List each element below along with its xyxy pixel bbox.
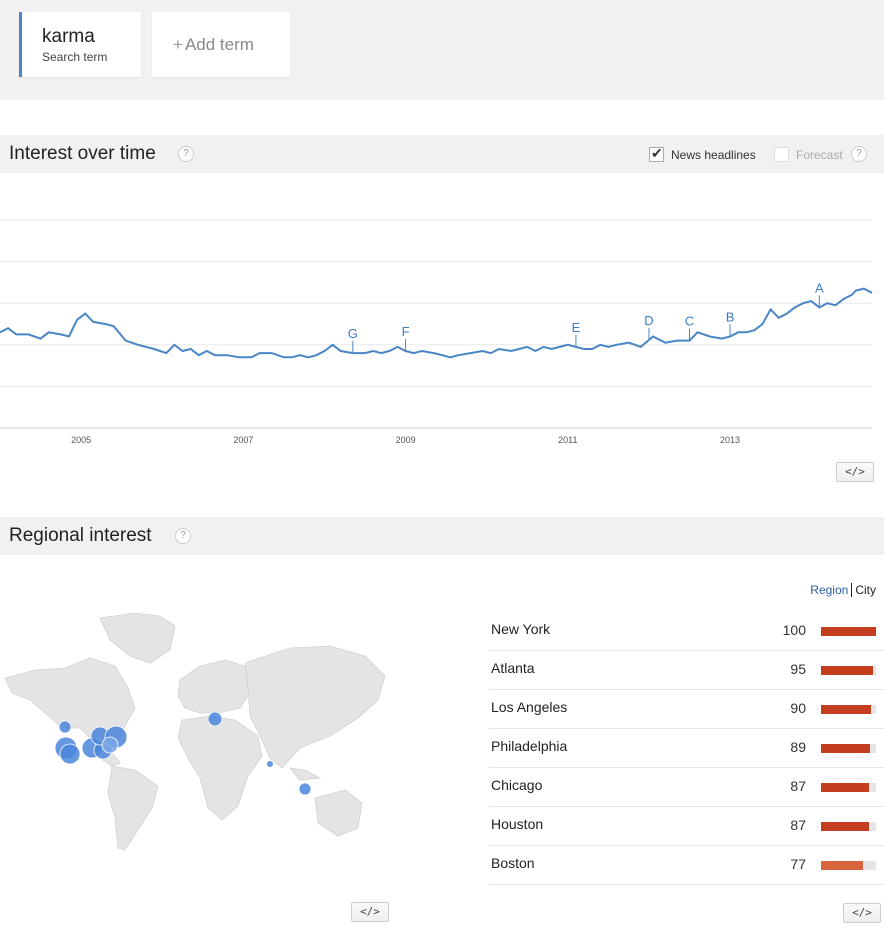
add-term-text: Add term (184, 35, 254, 54)
region-row[interactable]: Chicago 87 (489, 768, 884, 807)
city-bubbles (54, 711, 312, 796)
news-headlines-checkbox[interactable] (649, 145, 664, 162)
region-row-value: 87 (790, 817, 806, 833)
annotation-marker[interactable]: A (815, 280, 824, 295)
forecast-checkbox[interactable] (774, 147, 789, 162)
chart-grid (0, 219, 872, 429)
annotation-marker[interactable]: E (572, 320, 581, 335)
regional-list: New York 100 Atlanta 95 Los Angeles 90 Philade… (489, 612, 884, 885)
annotation-marker[interactable]: G (348, 326, 358, 341)
interest-over-time-chart: 2005 2007 2009 2011 2013 G F E D C B A (0, 219, 873, 445)
regional-interest-title: Regional interest (9, 525, 152, 546)
annotation-marker[interactable]: D (644, 313, 653, 328)
australia-shape (314, 789, 363, 837)
africa-shape (177, 715, 263, 821)
city-bubble[interactable] (101, 736, 119, 754)
region-row-bar-fill (821, 705, 871, 714)
region-row-bar (821, 861, 876, 870)
city-bubble[interactable] (267, 761, 273, 767)
region-row-name: Philadelphia (491, 738, 568, 754)
plus-icon: + (173, 35, 183, 54)
news-annotations: G F E D C B A (348, 280, 824, 354)
region-city-toggle: Region City (810, 583, 876, 597)
map-land (4, 612, 386, 851)
search-term-card[interactable]: karma Search term (19, 12, 141, 77)
x-tick-label: 2009 (396, 435, 416, 445)
region-row[interactable]: Los Angeles 90 (489, 690, 884, 729)
chart-x-axis: 2005 2007 2009 2011 2013 (71, 435, 740, 445)
interest-over-time-header: Interest over time ? News headlines Fore… (0, 135, 884, 173)
asia-shape (244, 645, 386, 769)
regional-interest-header: Regional interest ? (0, 517, 884, 555)
region-row-value: 95 (790, 661, 806, 677)
region-row-bar (821, 744, 876, 753)
world-map (4, 612, 386, 851)
region-row-name: Houston (491, 816, 544, 832)
city-bubble[interactable] (59, 743, 81, 765)
interest-line (0, 287, 873, 359)
region-row-name: Los Angeles (491, 699, 568, 715)
region-row[interactable]: Boston 77 (489, 846, 884, 885)
region-row-bar (821, 666, 876, 675)
region-row-bar (821, 783, 876, 792)
indonesia-shape (289, 767, 322, 781)
region-row-bar-fill (821, 783, 869, 792)
x-tick-label: 2013 (720, 435, 740, 445)
city-bubble[interactable] (207, 711, 223, 727)
region-row[interactable]: Atlanta 95 (489, 651, 884, 690)
greenland-shape (99, 612, 176, 664)
region-row-bar-fill (821, 744, 870, 753)
region-row-name: Boston (491, 855, 535, 871)
term-bar: karma Search term + Add term (0, 0, 884, 100)
toggle-separator (851, 583, 853, 597)
search-term-name: karma (42, 26, 95, 47)
x-tick-label: 2011 (558, 435, 577, 445)
add-term-label: + Add term (173, 35, 254, 55)
region-row-bar (821, 627, 876, 636)
interest-over-time-title: Interest over time (9, 143, 156, 164)
forecast-help-icon[interactable]: ? (851, 146, 867, 162)
region-row-name: Chicago (491, 777, 543, 793)
region-row-bar (821, 822, 876, 831)
search-term-subtitle: Search term (42, 50, 108, 64)
add-term-button[interactable]: + Add term (152, 12, 290, 77)
region-row-bar (821, 705, 876, 714)
region-row-bar-fill (821, 861, 864, 870)
south-america-shape (107, 765, 159, 851)
x-tick-label: 2007 (233, 435, 253, 445)
city-bubble[interactable] (58, 720, 72, 734)
x-tick-label: 2005 (71, 435, 91, 445)
region-row-name: New York (491, 621, 551, 637)
city-toggle[interactable]: City (855, 583, 876, 597)
region-row-value: 87 (790, 778, 806, 794)
region-row-value: 77 (790, 856, 806, 872)
news-headlines-label: News headlines (671, 148, 756, 162)
region-toggle[interactable]: Region (810, 583, 849, 597)
europe-shape (177, 659, 259, 714)
annotation-marker[interactable]: B (726, 309, 735, 324)
embed-map-button[interactable]: </> (351, 902, 389, 922)
region-row-value: 89 (790, 739, 806, 755)
region-row-value: 100 (782, 622, 806, 638)
region-row-bar-fill (821, 666, 874, 675)
annotation-marker[interactable]: C (685, 314, 694, 329)
forecast-label: Forecast (796, 148, 843, 162)
help-icon[interactable]: ? (175, 528, 191, 544)
region-row-bar-fill (821, 822, 869, 831)
help-icon[interactable]: ? (178, 146, 194, 162)
region-row[interactable]: Philadelphia 89 (489, 729, 884, 768)
region-row-bar-fill (821, 627, 876, 636)
region-row[interactable]: Houston 87 (489, 807, 884, 846)
annotation-marker[interactable]: F (402, 324, 410, 339)
region-row[interactable]: New York 100 (489, 612, 884, 651)
embed-chart-button[interactable]: </> (836, 462, 874, 482)
city-bubble[interactable] (298, 782, 312, 796)
region-row-value: 90 (790, 700, 806, 716)
embed-list-button[interactable]: </> (843, 903, 881, 923)
region-row-name: Atlanta (491, 660, 535, 676)
